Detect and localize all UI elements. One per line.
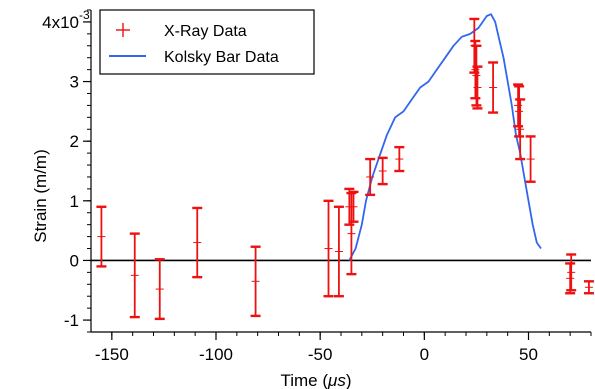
xray-point [192, 206, 203, 279]
xray-point [250, 245, 261, 318]
xray-point [514, 85, 525, 138]
xray-point [323, 199, 334, 298]
xray-point [365, 157, 376, 197]
xray-point [344, 187, 355, 226]
xray-point [515, 98, 526, 161]
x-axis-title-prefix: Time ( [280, 371, 328, 389]
y-tick-label: 4x10 [42, 13, 79, 32]
xray-point [348, 190, 359, 223]
x-tick-label: -100 [199, 345, 233, 364]
y-tick-label: 1 [70, 192, 79, 211]
xray-point [566, 253, 577, 292]
y-axis-title: Strain (m/m) [31, 149, 50, 243]
legend-xray-label: X-Ray Data [164, 23, 247, 40]
xray-point [583, 280, 594, 295]
x-tick-label: 50 [519, 345, 538, 364]
legend: X-Ray Data Kolsky Bar Data [99, 9, 315, 75]
x-tick-label: 0 [420, 345, 429, 364]
y-tick-label: 0 [70, 251, 79, 270]
xray-point [472, 65, 483, 110]
x-axis-title-mu: μs [327, 371, 346, 389]
xray-point [96, 205, 107, 268]
kolsky-bar-line [348, 13, 542, 261]
xray-point [377, 156, 388, 186]
xray-point [346, 191, 357, 276]
x-tick-label: -150 [95, 345, 129, 364]
x-axis-title-suffix: ) [346, 371, 352, 389]
xray-point [154, 258, 165, 321]
xray-point [333, 205, 344, 298]
legend-box [99, 9, 315, 75]
y-tick-label: 3 [70, 73, 79, 92]
axes: -1 0 1 2 3 4x10 -3 -150 -100 -50 0 50 [42, 8, 592, 364]
legend-xray-marker [116, 23, 130, 37]
xray-point [488, 61, 499, 114]
y-tick-label: 2 [70, 132, 79, 151]
x-tick-label: -50 [308, 345, 333, 364]
xray-point [470, 39, 481, 100]
xray-point [525, 135, 536, 183]
xray-point [394, 145, 405, 173]
xray-point [471, 44, 482, 107]
plot-area [91, 13, 594, 321]
legend-kolsky-label: Kolsky Bar Data [164, 49, 279, 66]
xray-point [565, 262, 576, 295]
y-exponent-label: -3 [79, 8, 90, 22]
x-axis-title: Time (μs) [280, 371, 351, 389]
y-tick-label: -1 [64, 311, 79, 330]
xray-point [129, 232, 140, 319]
